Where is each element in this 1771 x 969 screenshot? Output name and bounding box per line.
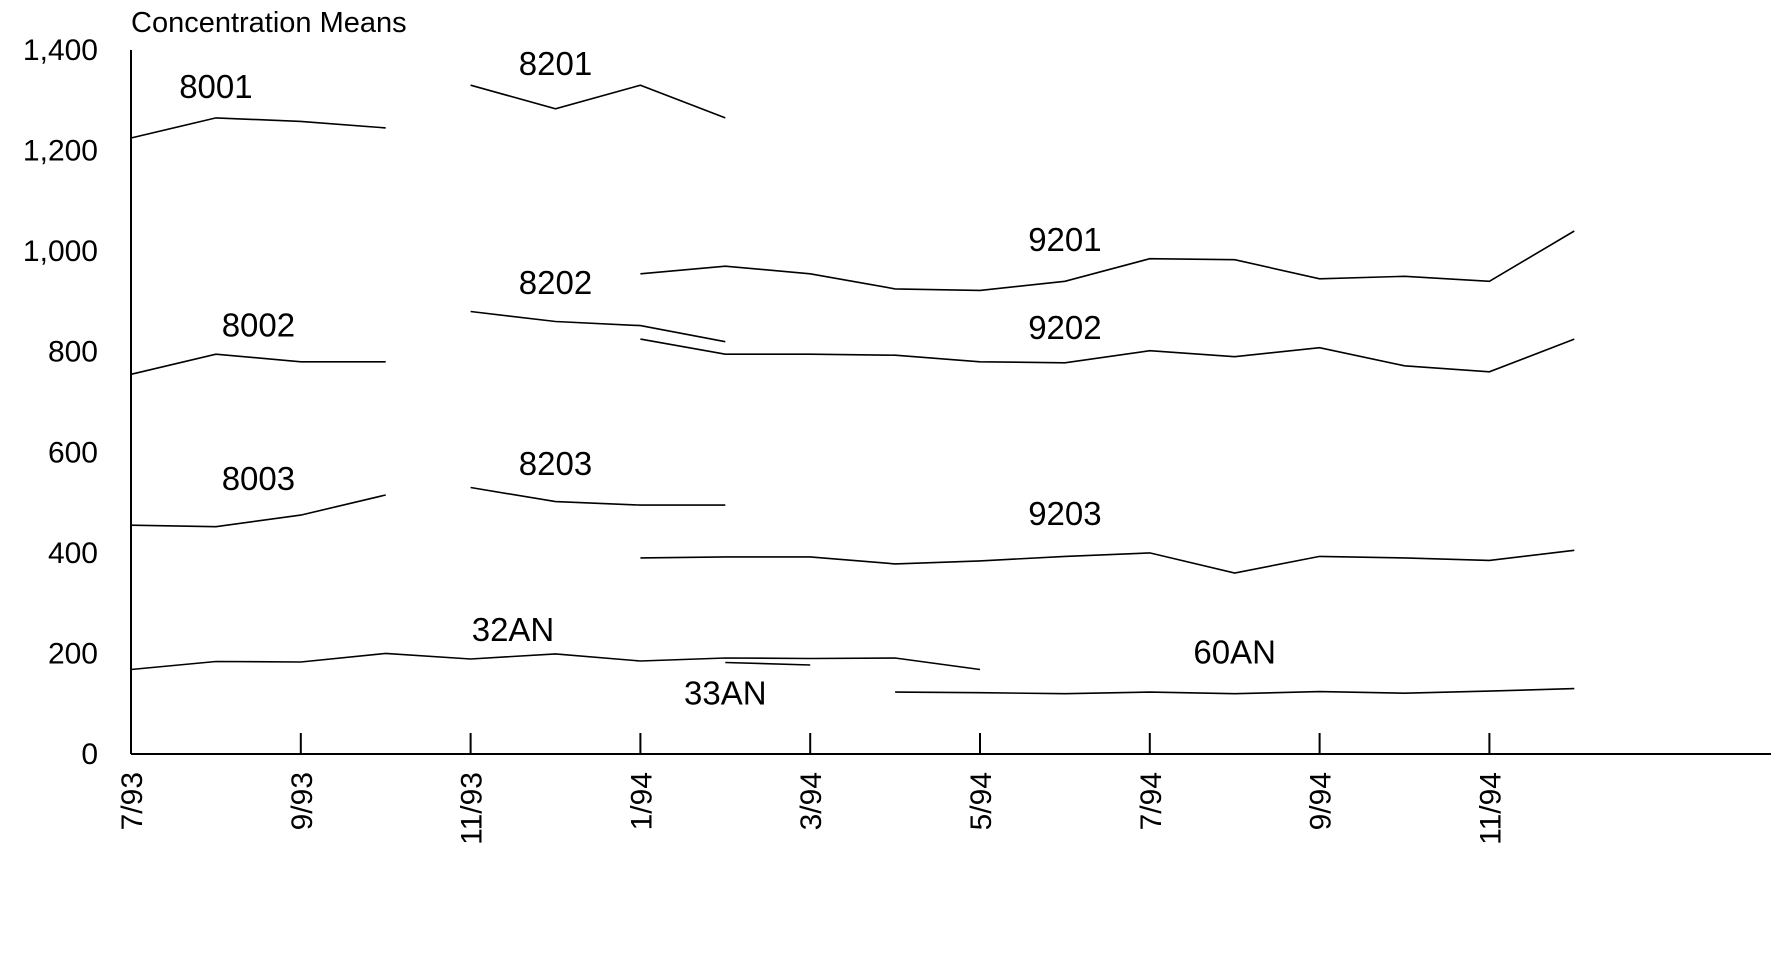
y-tick-label: 200 <box>48 637 98 670</box>
series-label-8002: 8002 <box>222 307 295 344</box>
series-line-9202 <box>640 338 1575 373</box>
x-tick-label: 3/94 <box>795 772 828 830</box>
y-tick-label: 1,200 <box>23 135 98 168</box>
y-tick-label: 1,400 <box>23 34 98 67</box>
x-tick-label: 5/94 <box>965 772 998 830</box>
x-axis-ticks: 7/93 9/93 11/93 1/94 3/94 5/94 7/94 9/94 11/94 <box>116 733 1507 845</box>
series-line-32an <box>130 652 981 671</box>
y-tick-label: 400 <box>48 537 98 570</box>
series-line-8003 <box>130 494 386 528</box>
y-axis-ticks: 0 200 400 600 800 1,000 1,200 1,400 <box>23 34 98 771</box>
y-tick-label: 0 <box>81 738 98 771</box>
series-label-8202: 8202 <box>519 264 592 301</box>
series-label-33an: 33AN <box>684 675 767 712</box>
x-tick-label: 1/94 <box>625 772 658 830</box>
chart-title: Concentration Means <box>131 7 407 39</box>
x-tick-label: 9/94 <box>1305 772 1338 830</box>
y-tick-label: 600 <box>48 436 98 469</box>
series-line-9201 <box>640 230 1575 292</box>
series-line-8001 <box>130 117 386 139</box>
series-label-8003: 8003 <box>222 460 295 497</box>
series-line-8002 <box>130 353 386 376</box>
series-labels: 8001 8201 8002 8202 9201 9202 8003 8203 9203 32AN… <box>179 45 1276 712</box>
series-label-8203: 8203 <box>519 445 592 482</box>
x-tick-label: 7/94 <box>1135 772 1168 830</box>
series-label-9203: 9203 <box>1028 495 1101 532</box>
series-lines <box>130 84 1575 695</box>
series-line-60an <box>895 687 1575 695</box>
x-tick-label: 9/93 <box>286 772 319 830</box>
series-line-8201 <box>470 84 726 119</box>
x-tick-label: 11/94 <box>1474 772 1507 845</box>
series-label-9201: 9201 <box>1028 221 1101 258</box>
series-line-9203 <box>640 549 1575 574</box>
series-line-8202 <box>470 310 726 343</box>
series-line-33an <box>725 661 811 666</box>
series-line-8203 <box>470 486 726 506</box>
series-label-8201: 8201 <box>519 45 592 82</box>
x-tick-label: 7/93 <box>116 772 149 830</box>
series-label-8001: 8001 <box>179 68 252 105</box>
y-tick-label: 800 <box>48 336 98 369</box>
series-label-9202: 9202 <box>1028 309 1101 346</box>
y-tick-label: 1,000 <box>23 235 98 268</box>
series-label-60an: 60AN <box>1193 634 1276 671</box>
x-tick-label: 11/93 <box>456 772 489 845</box>
series-label-32an: 32AN <box>472 611 555 648</box>
